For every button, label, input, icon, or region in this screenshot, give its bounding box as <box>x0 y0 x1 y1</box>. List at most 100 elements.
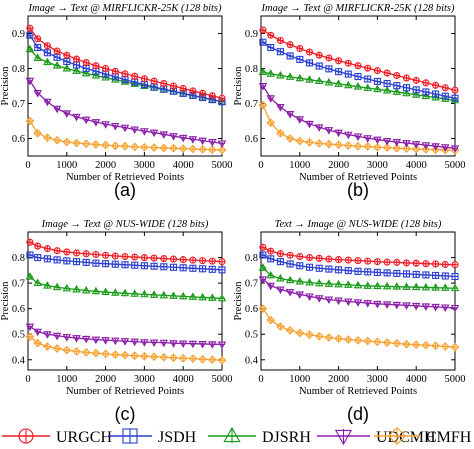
data-point <box>120 350 130 360</box>
data-point <box>334 140 343 150</box>
x-tick-label: 2000 <box>95 374 116 385</box>
data-point <box>63 248 71 256</box>
data-point <box>72 258 81 266</box>
legend-label: URGCH <box>56 429 112 446</box>
plot-frame <box>27 15 223 157</box>
chart-title: Image → Text @ NUS-WIDE (128 bits) <box>41 219 209 230</box>
data-point <box>140 351 149 361</box>
series-jsdh <box>259 38 459 102</box>
data-point <box>92 62 100 70</box>
data-point <box>402 270 411 278</box>
x-tick-label: 2000 <box>328 160 349 171</box>
data-point <box>160 80 168 88</box>
y-tick-label: 0.7 <box>245 279 258 290</box>
data-point <box>305 120 314 129</box>
data-point <box>363 83 372 92</box>
data-point <box>441 144 450 152</box>
data-point <box>120 288 130 297</box>
data-point <box>33 278 42 287</box>
data-point <box>43 331 52 339</box>
data-point <box>295 277 305 285</box>
data-point <box>189 256 197 264</box>
data-point <box>286 251 294 259</box>
data-point <box>363 281 372 289</box>
data-point <box>140 262 148 270</box>
data-point <box>53 256 61 264</box>
y-tick-label: 0.8 <box>12 253 25 264</box>
data-point <box>412 76 420 84</box>
y-tick-label: 0.7 <box>245 99 258 110</box>
y-tick-label: 0.4 <box>245 355 259 366</box>
series-jsdh <box>259 251 459 281</box>
data-point <box>258 276 268 284</box>
data-point <box>62 345 72 355</box>
data-point <box>63 51 71 59</box>
data-point <box>324 296 334 305</box>
data-point <box>402 302 411 310</box>
data-point <box>411 302 421 311</box>
data-point <box>217 145 227 155</box>
data-point <box>383 269 391 277</box>
data-point <box>43 42 51 50</box>
data-point <box>121 70 129 78</box>
data-point <box>169 143 178 153</box>
data-point <box>199 89 207 97</box>
chart-panel-4: Text → Image @ NUS-WIDE (128 bits) 0.4 0.5… <box>233 219 466 424</box>
data-point <box>421 303 431 311</box>
data-point <box>276 286 285 295</box>
data-point <box>189 264 197 272</box>
data-point <box>314 295 324 303</box>
data-point <box>276 48 284 56</box>
data-point <box>441 272 449 280</box>
series-urgch <box>259 26 459 94</box>
data-point <box>305 59 314 67</box>
data-point <box>111 122 120 131</box>
data-point <box>354 73 362 81</box>
data-point <box>276 36 284 45</box>
diamond-plus-icon <box>387 426 407 446</box>
x-tick-label: 3000 <box>367 160 388 171</box>
data-point <box>411 340 421 350</box>
data-point <box>334 297 343 306</box>
data-point <box>101 337 110 345</box>
data-point <box>149 143 159 152</box>
data-point <box>315 264 323 272</box>
data-point <box>392 282 402 290</box>
data-point <box>179 84 187 92</box>
data-point <box>52 282 62 291</box>
data-point <box>451 272 459 281</box>
data-point <box>63 57 71 66</box>
x-axis-label: Number of Retrieved Points <box>66 386 184 397</box>
series-cmfh <box>258 100 460 155</box>
data-point <box>276 104 285 112</box>
data-point <box>43 255 51 263</box>
data-point <box>422 79 430 87</box>
data-point <box>53 247 61 255</box>
data-point <box>208 139 217 147</box>
data-point <box>285 72 295 80</box>
data-point <box>198 137 207 146</box>
data-point <box>34 35 42 43</box>
data-point <box>373 281 382 290</box>
y-tick-label: 0.5 <box>12 330 25 341</box>
y-tick-label: 0.6 <box>12 304 25 315</box>
data-point <box>52 135 62 145</box>
data-point <box>34 242 42 250</box>
data-point <box>26 251 34 259</box>
y-tick-label: 0.8 <box>245 64 258 75</box>
data-point <box>266 69 275 77</box>
data-point <box>207 355 217 365</box>
x-axis-label: Number of Retrieved Points <box>299 172 417 183</box>
data-point <box>159 131 169 139</box>
circle-plus-icon <box>18 428 34 444</box>
y-tick-label: 0.8 <box>245 253 258 264</box>
data-point <box>26 238 34 246</box>
data-point <box>373 67 381 75</box>
data-point <box>33 53 42 61</box>
data-point <box>383 258 391 266</box>
y-tick-label: 0.8 <box>12 64 25 75</box>
data-point <box>218 258 226 266</box>
series-udcmh <box>258 276 460 313</box>
data-point <box>411 282 421 291</box>
